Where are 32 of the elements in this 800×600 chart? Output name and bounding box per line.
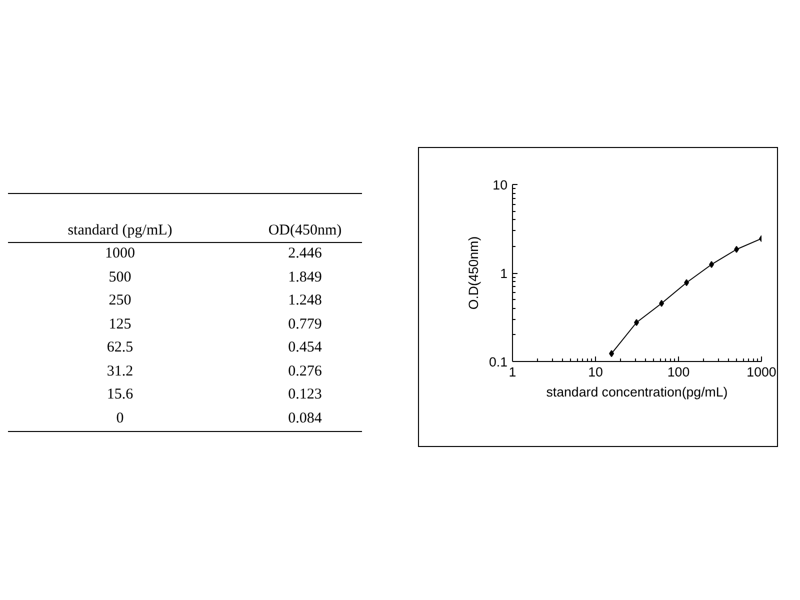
point: [609, 350, 614, 358]
point: [709, 260, 714, 268]
text: OD(450nm): [268, 221, 342, 240]
point: [634, 318, 640, 326]
point: [734, 246, 740, 253]
text: 62.5: [106, 338, 134, 358]
text: 0: [116, 408, 124, 428]
text: 0.123: [288, 385, 322, 404]
x-tick-label: 10: [588, 364, 603, 380]
x-tick-label: 100: [667, 364, 690, 380]
text: 125: [108, 314, 132, 334]
y-tick-label: 1: [500, 266, 508, 281]
point: [659, 300, 664, 307]
y-tick-label: 10: [492, 178, 508, 192]
text: 0.454: [288, 338, 322, 358]
text: standard (pg/mL): [68, 221, 172, 240]
y-axis-title: O.D(450nm): [466, 236, 481, 310]
text: 0.084: [288, 408, 322, 428]
text: 1.849: [288, 268, 322, 287]
text: 500: [108, 268, 132, 287]
text: 2.446: [288, 244, 322, 264]
point: [684, 279, 690, 286]
text: 0.779: [288, 314, 322, 334]
text: 1000: [105, 244, 135, 264]
y-tick-label: 0.1: [488, 354, 508, 370]
text: 250: [108, 291, 132, 310]
x-axis-title: standard concentration(pg/mL): [546, 384, 728, 400]
text: 31.2: [106, 362, 134, 381]
text: 0.276: [288, 362, 322, 381]
text: 15.6: [106, 385, 134, 404]
x-tick-label: 1000: [746, 364, 776, 380]
text: 1.248: [288, 291, 322, 310]
